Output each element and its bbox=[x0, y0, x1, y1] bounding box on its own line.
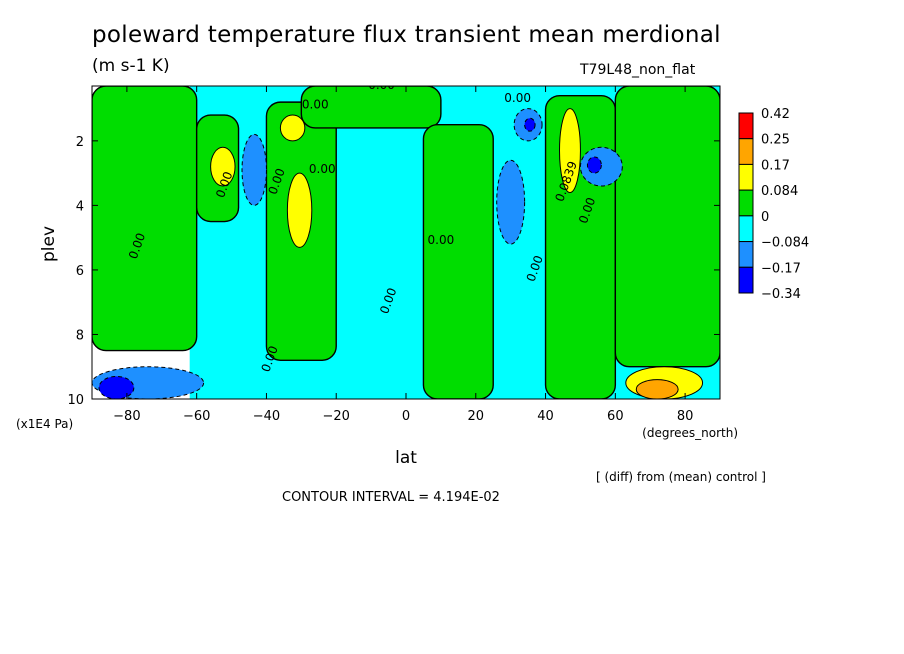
contour-region bbox=[241, 133, 267, 206]
colorbar-label: 0 bbox=[761, 210, 769, 225]
contour-region bbox=[300, 86, 442, 129]
y-tick-label: 4 bbox=[76, 199, 84, 214]
contour-region bbox=[210, 146, 236, 187]
run-name: T79L48_non_flat bbox=[580, 62, 696, 78]
contour-label: 0.00 bbox=[428, 233, 455, 247]
colorbar-swatch bbox=[738, 241, 754, 268]
x-tick-label: 80 bbox=[677, 409, 694, 424]
contour-region bbox=[286, 172, 313, 248]
x-tick-label: 40 bbox=[537, 409, 554, 424]
colorbar-swatch bbox=[738, 266, 754, 294]
colorbar-swatch bbox=[738, 189, 754, 217]
x-tick-label: 20 bbox=[468, 409, 485, 424]
y-axis-label: plev bbox=[39, 226, 59, 262]
x-tick-label: −80 bbox=[113, 409, 140, 424]
x-tick-label: −60 bbox=[183, 409, 210, 424]
colorbar-label: −0.084 bbox=[761, 236, 809, 251]
chart-title: poleward temperature flux transient mean… bbox=[92, 22, 721, 48]
x-tick-label: 60 bbox=[607, 409, 624, 424]
colorbar-label: 0.42 bbox=[761, 107, 790, 122]
colorbar-swatch bbox=[738, 112, 754, 140]
x-axis-label: lat bbox=[395, 448, 417, 468]
contour-label: 0.00 bbox=[302, 98, 329, 112]
contour-label: 0.00 bbox=[368, 78, 395, 92]
contour-region bbox=[524, 117, 536, 132]
colorbar-swatch bbox=[738, 138, 754, 165]
contour-label: 0.00 bbox=[504, 91, 531, 105]
colorbar-label: 0.25 bbox=[761, 133, 790, 148]
contour-region bbox=[614, 86, 720, 368]
contour-region bbox=[586, 156, 602, 174]
colorbar-label: −0.34 bbox=[761, 287, 801, 302]
contour-region bbox=[422, 124, 494, 399]
colorbar-swatch bbox=[738, 215, 754, 243]
colorbar-label: 0.084 bbox=[761, 184, 798, 199]
chart-units: (m s-1 K) bbox=[92, 56, 170, 76]
contour-region bbox=[559, 108, 581, 193]
diff-note: [ (diff) from (mean) control ] bbox=[596, 470, 766, 484]
contour-interval: CONTOUR INTERVAL = 4.194E-02 bbox=[282, 490, 500, 505]
colorbar-swatch bbox=[738, 163, 754, 191]
contour-label: 0.00 bbox=[309, 162, 336, 176]
x-tick-label: −20 bbox=[323, 409, 350, 424]
x-axis: −80 −60 −40 −20 0 20 40 60 80 bbox=[113, 86, 693, 424]
y-tick-label: 6 bbox=[76, 264, 84, 279]
colorbar-label: −0.17 bbox=[761, 261, 801, 276]
plot-area bbox=[92, 86, 720, 399]
colorbar-legend: 0.42 0.25 0.17 0.084 0 −0.084 −0.17 −0.34 bbox=[738, 107, 809, 302]
x-tick-label: −40 bbox=[253, 409, 280, 424]
y-axis-units: (x1E4 Pa) bbox=[16, 417, 73, 431]
y-tick-label: 8 bbox=[76, 328, 84, 343]
contour-region bbox=[92, 86, 198, 352]
contour-region bbox=[635, 379, 679, 399]
contour-region bbox=[98, 375, 135, 399]
y-axis: 2 4 6 8 10 bbox=[67, 135, 720, 408]
contour-region bbox=[496, 159, 526, 245]
x-axis-units: (degrees_north) bbox=[642, 426, 738, 440]
y-tick-label: 10 bbox=[67, 393, 84, 408]
contour-region bbox=[279, 114, 306, 142]
colorbar-label: 0.17 bbox=[761, 158, 790, 173]
x-tick-label: 0 bbox=[402, 409, 410, 424]
y-tick-label: 2 bbox=[76, 135, 84, 150]
